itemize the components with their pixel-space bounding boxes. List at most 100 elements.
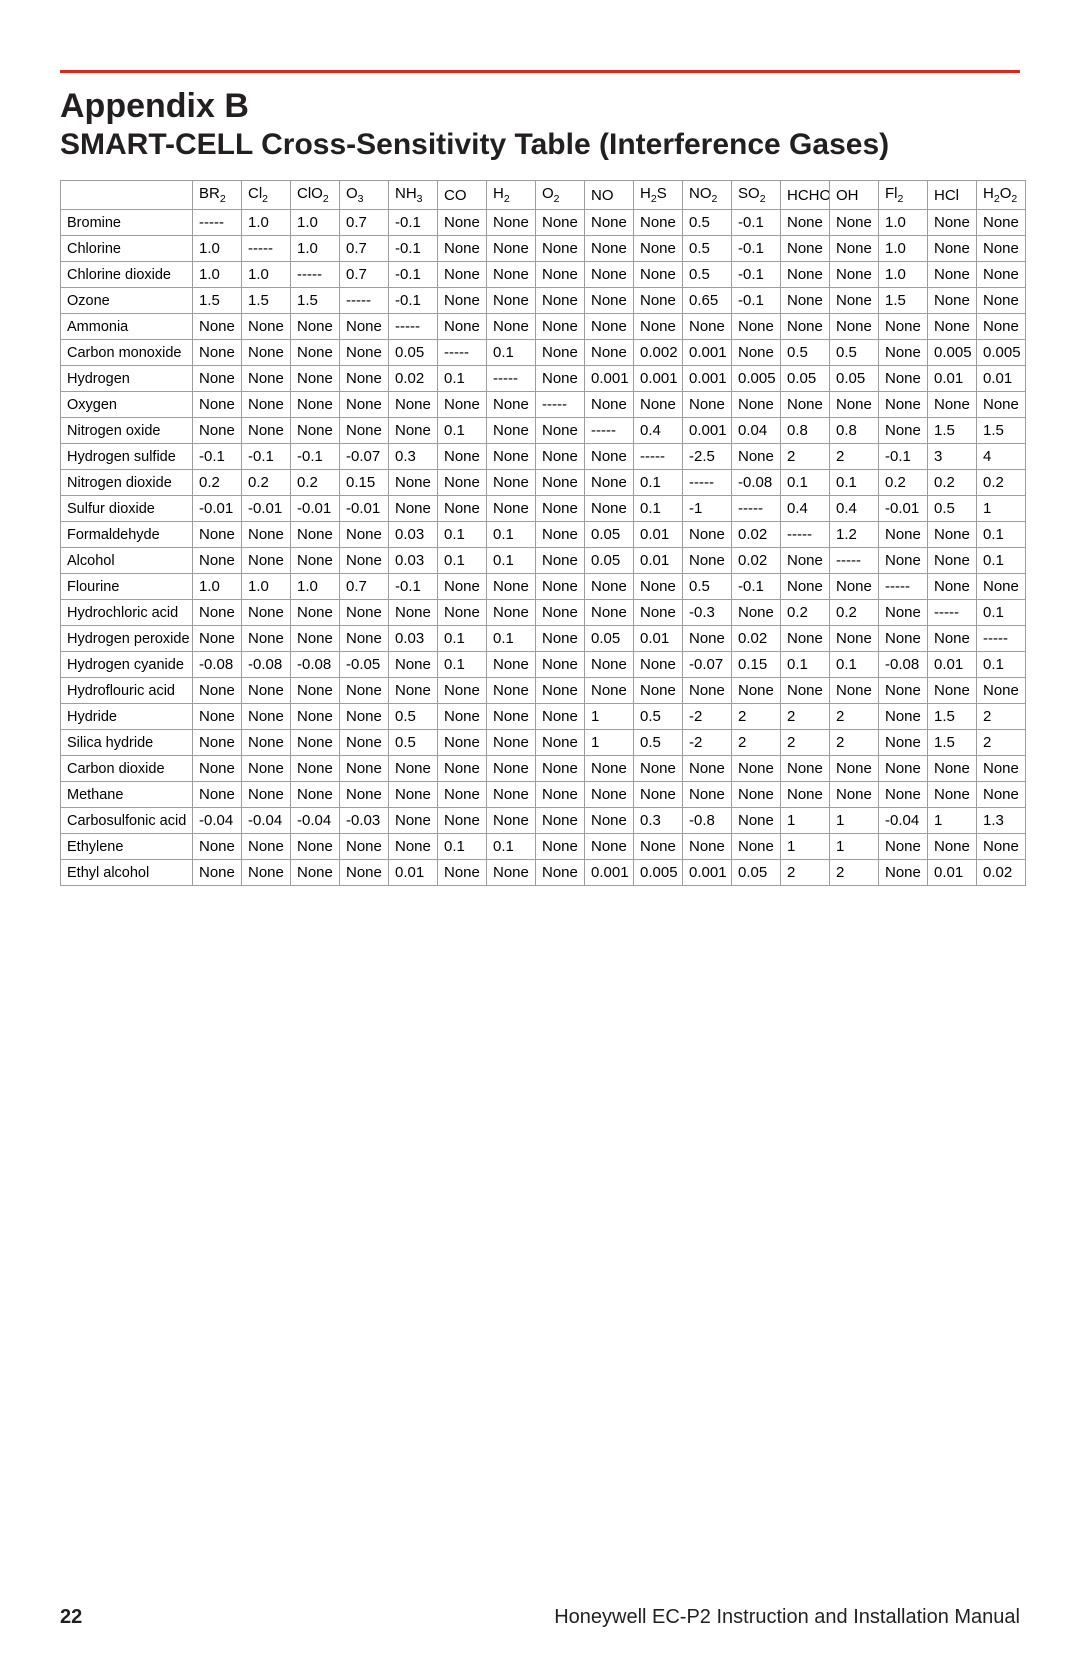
data-cell: 0.1 (438, 834, 487, 860)
data-cell: -0.1 (732, 210, 781, 236)
data-cell: None (340, 704, 389, 730)
data-cell: 0.2 (977, 470, 1026, 496)
data-cell: -0.08 (193, 652, 242, 678)
data-cell: 0.1 (487, 340, 536, 366)
data-cell: 0.4 (830, 496, 879, 522)
data-cell: 0.5 (634, 704, 683, 730)
data-cell: 0.5 (683, 236, 732, 262)
data-cell: None (585, 496, 634, 522)
data-cell: -0.04 (242, 808, 291, 834)
row-label-cell: Hydrogen (61, 366, 193, 392)
row-label-cell: Silica hydride (61, 730, 193, 756)
data-cell: None (291, 626, 340, 652)
data-cell: None (291, 678, 340, 704)
data-cell: None (340, 834, 389, 860)
data-cell: 0.01 (634, 522, 683, 548)
data-cell: 0.5 (928, 496, 977, 522)
data-cell: 0.7 (340, 574, 389, 600)
data-cell: None (340, 730, 389, 756)
table-row: Carbosulfonic acid-0.04-0.04-0.04-0.03No… (61, 808, 1026, 834)
column-header: O3 (340, 181, 389, 210)
data-cell: None (193, 522, 242, 548)
row-label-cell: Chlorine (61, 236, 193, 262)
data-cell: 0.5 (634, 730, 683, 756)
data-cell: None (879, 782, 928, 808)
data-cell: 0.1 (487, 626, 536, 652)
data-cell: None (242, 704, 291, 730)
data-cell: None (683, 522, 732, 548)
data-cell: 0.1 (977, 548, 1026, 574)
data-cell: None (242, 366, 291, 392)
data-cell: None (487, 574, 536, 600)
data-cell: None (536, 860, 585, 886)
data-cell: 2 (732, 704, 781, 730)
data-cell: None (487, 600, 536, 626)
data-cell: 0.02 (977, 860, 1026, 886)
data-cell: 0.1 (830, 470, 879, 496)
data-cell: None (732, 392, 781, 418)
data-cell: -0.1 (242, 444, 291, 470)
data-cell: None (536, 756, 585, 782)
data-cell: 1.0 (193, 236, 242, 262)
row-label-cell: Carbon monoxide (61, 340, 193, 366)
data-cell: 1 (977, 496, 1026, 522)
data-cell: None (928, 314, 977, 340)
data-cell: None (977, 678, 1026, 704)
data-cell: None (340, 340, 389, 366)
data-cell: 0.15 (732, 652, 781, 678)
data-cell: 0.02 (732, 626, 781, 652)
data-cell: None (536, 808, 585, 834)
data-cell: None (291, 704, 340, 730)
data-cell: -2 (683, 704, 732, 730)
data-cell: -0.1 (879, 444, 928, 470)
footer-doc-title: Honeywell EC-P2 Instruction and Installa… (554, 1606, 1020, 1629)
data-cell: None (438, 860, 487, 886)
data-cell: None (585, 652, 634, 678)
data-cell: 0.001 (683, 366, 732, 392)
column-header: OH (830, 181, 879, 210)
table-row: Hydrogen sulfide-0.1-0.1-0.1-0.070.3None… (61, 444, 1026, 470)
table-row: AlcoholNoneNoneNoneNone0.030.10.1None0.0… (61, 548, 1026, 574)
data-cell: ----- (781, 522, 830, 548)
data-cell: None (193, 600, 242, 626)
data-cell: None (340, 522, 389, 548)
data-cell: None (585, 210, 634, 236)
data-cell: -0.1 (389, 574, 438, 600)
data-cell: None (928, 522, 977, 548)
data-cell: None (585, 834, 634, 860)
data-cell: 1.5 (928, 418, 977, 444)
data-cell: 0.5 (389, 730, 438, 756)
data-cell: None (928, 756, 977, 782)
data-cell: None (242, 730, 291, 756)
data-cell: None (291, 340, 340, 366)
data-cell: None (683, 626, 732, 652)
data-cell: 0.7 (340, 236, 389, 262)
data-cell: 1.0 (291, 236, 340, 262)
data-cell: -0.1 (732, 288, 781, 314)
data-cell: 0.5 (389, 704, 438, 730)
data-cell: None (879, 392, 928, 418)
data-cell: 1 (928, 808, 977, 834)
data-cell: 0.03 (389, 626, 438, 652)
data-cell: 1.0 (242, 574, 291, 600)
data-cell: None (879, 366, 928, 392)
data-cell: -0.01 (242, 496, 291, 522)
data-cell: None (291, 548, 340, 574)
data-cell: 1 (585, 704, 634, 730)
data-cell: None (536, 626, 585, 652)
data-cell: None (487, 262, 536, 288)
data-cell: 4 (977, 444, 1026, 470)
data-cell: -0.8 (683, 808, 732, 834)
data-cell: None (438, 678, 487, 704)
data-cell: -0.1 (389, 288, 438, 314)
data-cell: None (389, 418, 438, 444)
data-cell: None (438, 236, 487, 262)
data-cell: 0.5 (830, 340, 879, 366)
data-cell: None (879, 418, 928, 444)
table-row: Flourine1.01.01.00.7-0.1NoneNoneNoneNone… (61, 574, 1026, 600)
data-cell: None (977, 314, 1026, 340)
data-cell: None (977, 210, 1026, 236)
data-cell: None (830, 756, 879, 782)
data-cell: None (781, 782, 830, 808)
table-row: Nitrogen dioxide0.20.20.20.15NoneNoneNon… (61, 470, 1026, 496)
